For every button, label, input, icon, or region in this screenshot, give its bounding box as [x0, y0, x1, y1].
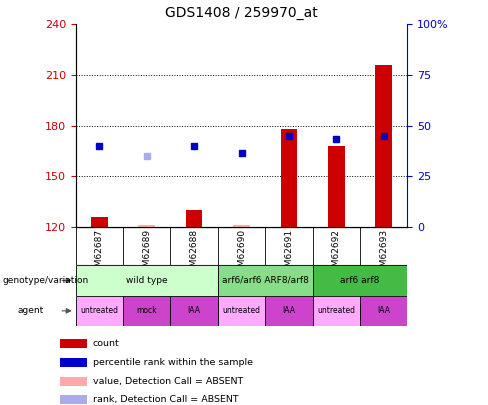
Bar [360, 296, 407, 326]
Bar [218, 296, 265, 326]
Bar [186, 210, 203, 227]
Bar [61, 395, 87, 404]
Bar [76, 296, 123, 326]
Bar [218, 265, 313, 296]
Text: arf6 arf8: arf6 arf8 [341, 276, 380, 285]
Text: percentile rank within the sample: percentile rank within the sample [93, 358, 253, 367]
Text: untreated: untreated [81, 306, 119, 315]
Text: GSM62688: GSM62688 [190, 229, 199, 278]
Bar [313, 296, 360, 326]
Text: GSM62687: GSM62687 [95, 229, 104, 278]
Bar [139, 225, 155, 227]
Text: untreated: untreated [223, 306, 261, 315]
Text: count: count [93, 339, 120, 348]
Text: mock: mock [137, 306, 157, 315]
Text: value, Detection Call = ABSENT: value, Detection Call = ABSENT [93, 377, 243, 386]
Bar [233, 225, 250, 227]
Text: GSM62690: GSM62690 [237, 229, 246, 278]
Text: wild type: wild type [126, 276, 167, 285]
Text: IAA: IAA [283, 306, 295, 315]
Bar [265, 296, 313, 326]
Title: GDS1408 / 259970_at: GDS1408 / 259970_at [165, 6, 318, 21]
Bar [375, 65, 392, 227]
Text: agent: agent [17, 306, 43, 315]
Text: rank, Detection Call = ABSENT: rank, Detection Call = ABSENT [93, 395, 238, 404]
Text: GSM62689: GSM62689 [142, 229, 151, 278]
Text: GSM62692: GSM62692 [332, 229, 341, 278]
Text: GSM62693: GSM62693 [379, 229, 388, 278]
Text: GSM62691: GSM62691 [285, 229, 293, 278]
Bar [313, 265, 407, 296]
Bar [328, 146, 345, 227]
Bar [170, 296, 218, 326]
Bar [123, 296, 170, 326]
Text: untreated: untreated [317, 306, 355, 315]
Bar [61, 358, 87, 367]
Bar [61, 377, 87, 386]
Bar [76, 265, 218, 296]
Text: IAA: IAA [377, 306, 390, 315]
Bar [91, 217, 108, 227]
Text: genotype/variation: genotype/variation [2, 276, 89, 285]
Text: IAA: IAA [188, 306, 201, 315]
Bar [281, 129, 297, 227]
Bar [61, 339, 87, 348]
Text: arf6/arf6 ARF8/arf8: arf6/arf6 ARF8/arf8 [222, 276, 309, 285]
